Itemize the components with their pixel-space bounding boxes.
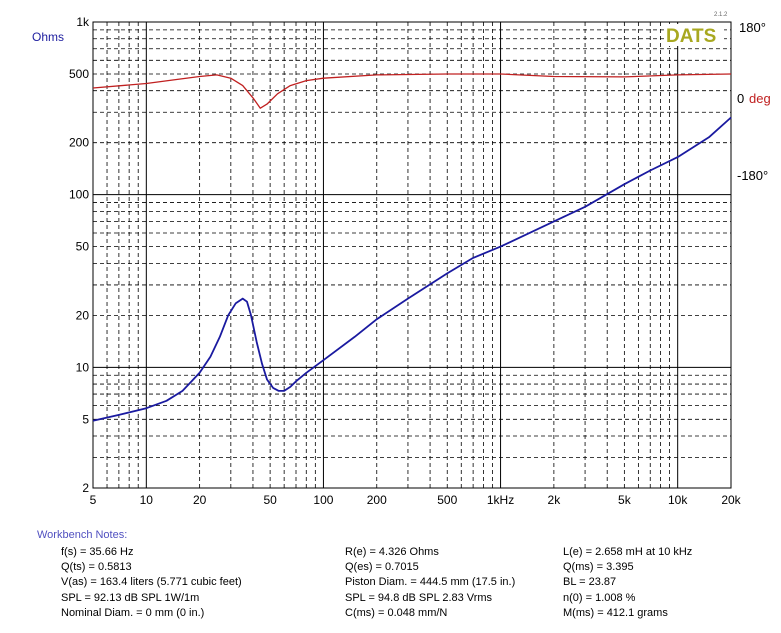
x-tick-label: 5k — [618, 493, 632, 507]
x-tick-label: 10 — [140, 493, 154, 507]
x-tick-label: 10k — [668, 493, 688, 507]
notes-col2: R(e) = 4.326 Ohms Q(es) = 0.7015 Piston … — [345, 545, 515, 621]
note-re: R(e) = 4.326 Ohms — [345, 546, 439, 558]
y2-tick-label: -180° — [737, 168, 768, 183]
note-cms: C(ms) = 0.048 mm/N — [345, 606, 448, 619]
x-tick-label: 100 — [313, 493, 333, 507]
y2-tick-label: 180° — [739, 20, 766, 35]
x-tick-label: 20 — [193, 493, 207, 507]
dats-logo: DATS — [666, 26, 716, 47]
note-mms: M(ms) = 412.1 grams — [563, 606, 668, 619]
y-tick-label: 5 — [82, 412, 89, 426]
note-fs: f(s) = 35.66 Hz — [61, 546, 134, 558]
badge-bg — [664, 24, 724, 46]
note-piston-diam: Piston Diam. = 444.5 mm (17.5 in.) — [345, 576, 516, 589]
impedance-chart: 5 10 20 50 100 200 500 1kHz 2k 5k 10k 20k2510205010… — [32, 12, 771, 507]
x-tick-label: 1kHz — [487, 493, 514, 507]
y-tick-label: 500 — [69, 67, 89, 81]
y-tick-label: 50 — [76, 240, 90, 254]
workbench-notes: Workbench Notes: f(s) = 35.66 Hz Q(ts) =… — [37, 529, 692, 619]
note-qts: Q(ts) = 0.5813 — [61, 561, 132, 574]
x-tick-label: 200 — [367, 493, 387, 507]
x-tick-label: 20k — [721, 493, 741, 507]
y2-axis-label: deg — [749, 91, 771, 106]
y-tick-label: 200 — [69, 136, 89, 150]
note-vas: V(as) = 163.4 liters (5.771 cubic feet) — [61, 576, 242, 589]
note-le: L(e) = 2.658 mH at 10 kHz — [563, 546, 693, 558]
note-n0: n(0) = 1.008 % — [563, 591, 636, 604]
y-tick-label: 2 — [82, 481, 89, 495]
y-axis-label: Ohms — [32, 30, 64, 44]
y-tick-label: 1k — [76, 15, 90, 29]
x-tick-label: 2k — [548, 493, 562, 507]
note-qms: Q(ms) = 3.395 — [563, 561, 634, 574]
series-phase — [92, 73, 732, 109]
note-spl-283: SPL = 94.8 dB SPL 2.83 Vrms — [345, 591, 493, 604]
y-tick-label: 10 — [76, 360, 90, 374]
note-qes: Q(es) = 0.7015 — [345, 561, 419, 574]
notes-col3: L(e) = 2.658 mH at 10 kHz Q(ms) = 3.395 … — [563, 545, 692, 621]
series-impedance — [92, 116, 732, 422]
notes-col1: f(s) = 35.66 Hz Q(ts) = 0.5813 V(as) = 1… — [61, 545, 242, 621]
version-label: 2.1.2 — [714, 12, 728, 18]
x-tick-label: 50 — [263, 493, 277, 507]
plot-frame — [92, 21, 732, 489]
notes-header: Workbench Notes: — [37, 529, 128, 541]
y-tick-label: 20 — [76, 308, 90, 322]
note-nominal-diam: Nominal Diam. = 0 mm (0 in.) — [61, 606, 205, 619]
x-tick-label: 5 — [90, 493, 97, 507]
y2-tick-label: 0 — [737, 91, 744, 106]
x-tick-label: 500 — [437, 493, 457, 507]
y-tick-label: 100 — [69, 188, 89, 202]
note-bl: BL = 23.87 — [563, 576, 617, 589]
note-spl-1w: SPL = 92.13 dB SPL 1W/1m — [61, 591, 200, 604]
